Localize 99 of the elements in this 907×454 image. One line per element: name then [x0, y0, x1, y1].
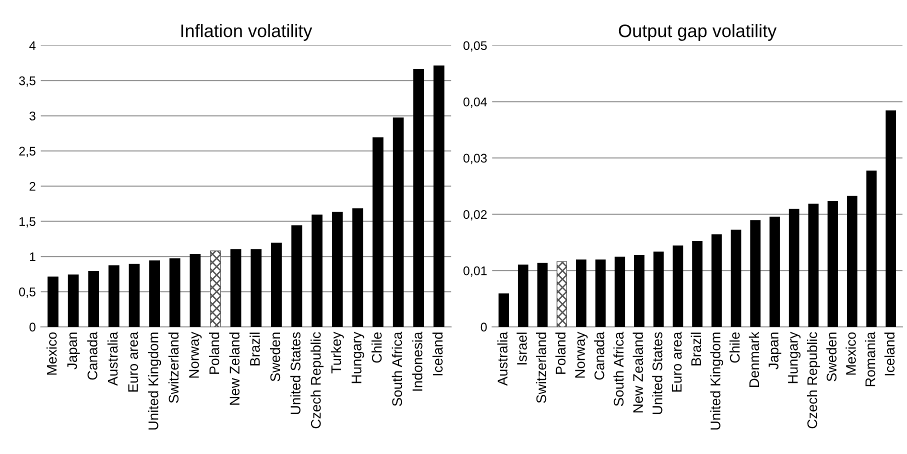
bar [634, 255, 644, 327]
x-tick-label: New Zealand [632, 332, 643, 412]
bar [653, 252, 664, 327]
x-tick-label: Chile [372, 332, 382, 363]
x-tick-label: Switzerland [168, 332, 179, 403]
x-tick-label: Switzerland [536, 332, 546, 403]
bar [692, 240, 702, 327]
bar [556, 261, 568, 327]
bar [190, 254, 201, 327]
y-tick-label: 3 [29, 112, 36, 120]
x-tick-label: Turkey [330, 332, 344, 374]
x-tick-label: Norway [575, 332, 588, 378]
x-tick-label: Canada [594, 332, 604, 380]
bar [169, 258, 180, 327]
x-tick-label: United States [652, 332, 662, 414]
x-tick-label: United Kingdom [148, 332, 162, 430]
bar [372, 137, 384, 327]
x-tick-label: Denmark [748, 332, 760, 387]
bar [770, 216, 780, 327]
bar [537, 262, 548, 327]
x-tick-label: Euro area [672, 332, 682, 392]
x-tick-label: Japan [768, 332, 782, 370]
bar [808, 204, 819, 327]
bar [846, 196, 858, 327]
y-tick-label: 2,5 [19, 146, 36, 158]
x-tick-label: Mexico [46, 332, 57, 375]
x-tick-label: Poland [555, 332, 566, 374]
bar [672, 245, 684, 327]
bar [291, 225, 302, 327]
y-tick-label: 1 [30, 252, 36, 262]
y-tick-label: 0,02 [463, 210, 487, 220]
bar [614, 256, 626, 327]
y-tick-label: 1,5 [20, 217, 36, 228]
y-tick-label: 0 [480, 322, 487, 332]
x-tick-label: Romania [865, 332, 876, 386]
bar [498, 293, 509, 327]
x-tick-label: Australia [107, 332, 118, 386]
bar [413, 68, 424, 327]
bar [711, 234, 722, 327]
bar [68, 274, 79, 327]
bar [434, 65, 444, 327]
bar [595, 260, 606, 327]
bar [750, 220, 761, 327]
bar [48, 276, 58, 327]
bar [828, 200, 838, 327]
y-tick-label: 0,04 [463, 97, 487, 108]
x-tick-label: Norway [189, 332, 202, 378]
bar [730, 230, 742, 327]
x-tick-label: Poland [209, 332, 220, 374]
bar [576, 260, 586, 327]
bar [108, 265, 120, 327]
bar [886, 110, 896, 327]
bar [210, 250, 221, 327]
x-tick-label: Iceland [432, 332, 443, 376]
x-tick-label: United States [290, 332, 300, 414]
x-tick-label: Brazil [690, 332, 702, 366]
x-tick-label: Japan [67, 332, 80, 370]
x-tick-label: Sweden [270, 332, 280, 382]
y-tick-label: 2 [30, 182, 36, 191]
bar [88, 270, 100, 327]
x-tick-label: Brazil [250, 332, 260, 366]
bar [518, 264, 528, 327]
y-tick-label: 4 [29, 41, 36, 50]
x-tick-label: Iceland [884, 332, 895, 376]
x-tick-label: Australia [497, 332, 508, 386]
x-tick-label: Hungary [352, 332, 364, 384]
bar [352, 208, 364, 327]
bar [312, 214, 322, 327]
x-tick-label: New Zeland [229, 332, 240, 405]
bar [128, 264, 140, 327]
x-tick-label: South Africa [392, 332, 402, 406]
x-tick-label: Czech Republic [310, 332, 324, 428]
x-tick-label: Hungary [788, 332, 801, 384]
x-tick-label: Indonesia [412, 332, 422, 391]
bar [230, 249, 242, 327]
x-tick-label: United Kingdom [710, 332, 724, 430]
y-tick-label: 0,03 [463, 154, 487, 164]
x-tick-label: Israel [516, 332, 527, 364]
bar [866, 170, 877, 327]
bar [332, 212, 343, 327]
y-tick-label: 0,5 [19, 287, 36, 298]
x-tick-label: South Africa [613, 332, 624, 406]
y-tick-label: 0 [29, 322, 36, 332]
bar [392, 118, 404, 327]
x-tick-label: Czech Republic [806, 332, 820, 428]
y-tick-label: 0,01 [463, 266, 487, 277]
chart-title: Output gap volatility [618, 24, 777, 41]
x-tick-label: Canada [87, 332, 98, 380]
bar [271, 242, 282, 327]
x-tick-label: Chile [730, 332, 740, 363]
x-tick-label: Euro area [128, 332, 138, 392]
x-tick-label: Mexico [846, 332, 856, 375]
y-tick-label: 3,5 [19, 76, 36, 87]
bar [788, 208, 800, 327]
chart-title: Inflation volatility [181, 24, 312, 41]
x-tick-label: Sweden [826, 332, 837, 382]
bar [149, 260, 160, 327]
bar [250, 249, 262, 327]
y-tick-label: 0,05 [463, 41, 487, 52]
